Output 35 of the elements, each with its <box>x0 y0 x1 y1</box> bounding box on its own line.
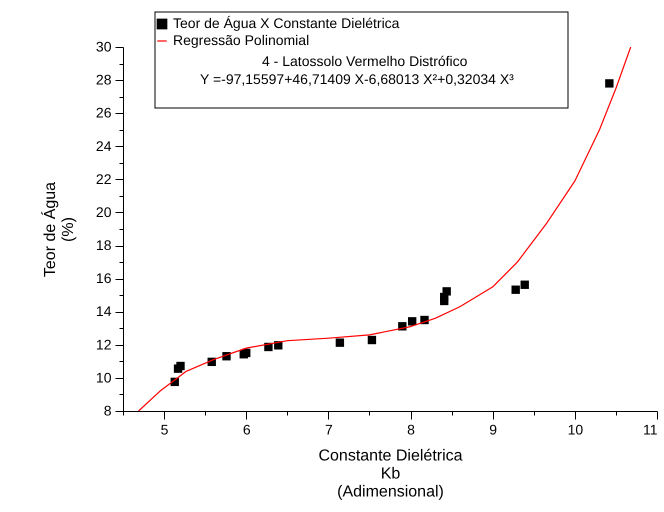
x-tick-label: 9 <box>489 422 498 438</box>
y-tick-label: 28 <box>96 72 112 88</box>
y-tick-label: 12 <box>96 336 112 352</box>
y-tick-label: 14 <box>96 303 112 320</box>
annotation: 4 - Latossolo Vermelho Distrófico <box>262 53 468 69</box>
y-tick-label: 16 <box>96 270 112 286</box>
y-axis-title: Teor de Água (%) <box>40 182 77 278</box>
y-tick-label: 30 <box>96 38 112 54</box>
point <box>605 79 614 88</box>
point <box>176 362 185 370</box>
y-tick-label: 8 <box>104 402 112 418</box>
point <box>408 317 416 326</box>
point <box>520 280 529 289</box>
y-tick-label: 18 <box>96 237 112 254</box>
y-tick-label: 10 <box>96 369 112 386</box>
y-tick-label: 20 <box>96 204 112 220</box>
x-tick-label: 10 <box>568 422 584 438</box>
annotation: Y =-97,15597+46,71409 X-6,68013 X²+0,32034 X³ <box>200 71 514 87</box>
line-series <box>138 47 632 411</box>
x-tick-label: 5 <box>160 422 169 438</box>
point <box>442 287 451 296</box>
legend-label: Teor de Água X Constante Dielétrica <box>173 15 400 31</box>
point <box>368 336 376 344</box>
y-tick-label: 26 <box>96 104 112 121</box>
x-tick-label: 8 <box>407 422 416 438</box>
point <box>336 338 344 347</box>
y-tick-label: 22 <box>96 170 112 187</box>
x-tick-label: 7 <box>324 422 333 438</box>
x-tick-label: 6 <box>242 422 251 438</box>
x-axis-title: Constante Dielétrica Kb (Adimensional) <box>318 448 463 500</box>
y-tick-label: 24 <box>96 138 112 154</box>
point <box>242 348 250 358</box>
x-tick-label: 11 <box>642 422 658 438</box>
point <box>512 286 520 294</box>
legend-label: Regressão Polinomial <box>173 32 310 48</box>
